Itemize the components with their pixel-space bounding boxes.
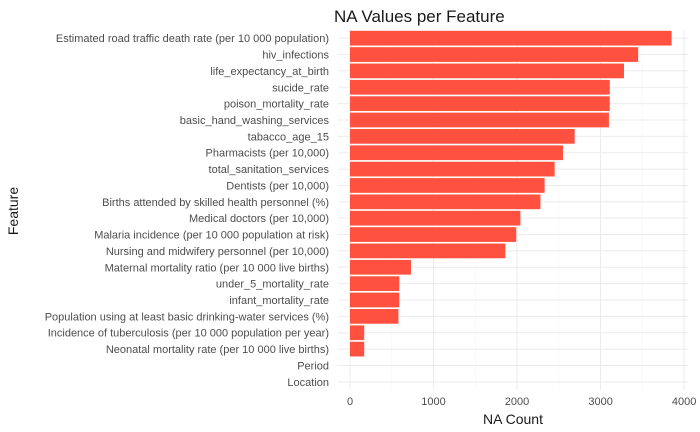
y-axis-title: Feature [5, 187, 21, 235]
bars [350, 30, 672, 357]
bar [350, 243, 506, 259]
category-label: Incidence of tuberculosis (per 10 000 po… [48, 328, 329, 340]
category-label: Births attended by skilled health person… [102, 197, 329, 209]
x-axis-title: NA Count [483, 411, 543, 427]
category-label: poison_mortality_rate [224, 99, 329, 111]
bar [350, 341, 365, 357]
category-label: Maternal mortality ratio (per 10 000 liv… [105, 262, 329, 274]
bar [350, 210, 521, 226]
bar [350, 325, 365, 341]
bar [350, 276, 400, 291]
bar [350, 129, 575, 144]
bar [350, 259, 411, 275]
bar [350, 292, 400, 308]
category-label: Pharmacists (per 10,000) [206, 148, 330, 160]
category-label: basic_hand_washing_services [180, 115, 330, 127]
bar [350, 227, 517, 242]
category-label: Estimated road traffic death rate (per 1… [56, 33, 329, 45]
category-label: Neonatal mortality rate (per 10 000 live… [106, 344, 329, 356]
bar [350, 30, 672, 46]
x-tick-label: 3000 [588, 396, 612, 408]
category-label: tabacco_age_15 [248, 131, 329, 143]
bar [350, 112, 609, 128]
category-label: Nursing and midwifery personnel (per 10,… [106, 246, 329, 258]
category-label: under_5_mortality_rate [216, 279, 329, 291]
category-label: Population using at least basic drinking… [45, 311, 329, 323]
bar [350, 194, 541, 210]
x-tick-label: 1000 [421, 396, 445, 408]
category-label: Period [297, 360, 329, 372]
bar [350, 161, 555, 177]
category-label: Medical doctors (per 10,000) [189, 213, 329, 225]
category-label: Malaria incidence (per 10 000 population… [94, 230, 329, 242]
x-tick-label: 0 [347, 396, 353, 408]
x-tick-labels: 0 1000 2000 3000 4000 [347, 396, 696, 408]
x-tick-label: 2000 [505, 396, 529, 408]
category-label: Dentists (per 10,000) [226, 180, 329, 192]
category-label: sucide_rate [272, 82, 329, 94]
bar [350, 96, 610, 111]
bar [350, 309, 399, 324]
bar [350, 79, 610, 95]
category-labels: Estimated road traffic death rate (per 1… [45, 33, 330, 389]
bar [350, 63, 624, 79]
category-label: total_sanitation_services [209, 164, 330, 176]
bar [350, 145, 564, 161]
bar [350, 47, 639, 62]
bar [350, 178, 545, 193]
category-label: Location [287, 377, 329, 389]
category-label: life_expectancy_at_birth [210, 66, 329, 78]
category-label: hiv_infections [262, 50, 329, 62]
chart-title: NA Values per Feature [334, 7, 505, 26]
x-tick-label: 4000 [672, 396, 696, 408]
category-label: infant_mortality_rate [229, 295, 329, 307]
